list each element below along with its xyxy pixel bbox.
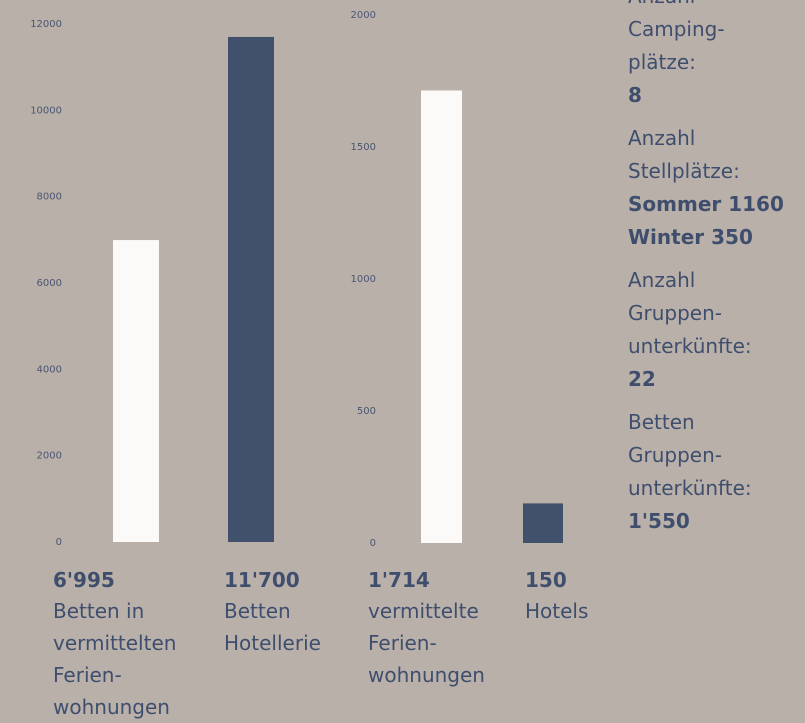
sidebar-item: Anzahl Gruppen- unterkünfte: 22 [628,264,805,396]
sidebar: Anzahl Camping- plätze: 8 Anzahl Stellplät… [628,0,805,548]
bar [421,90,462,543]
y-tick-label: 10000 [30,105,62,116]
sidebar-item: Anzahl Camping- plätze: 8 [628,0,805,112]
sidebar-label: Betten Gruppen- unterkünfte: [628,410,752,500]
sidebar-item: Anzahl Stellplätze: Sommer 1160 Winter 35… [628,122,805,254]
y-tick-label: 0 [370,538,376,549]
sidebar-value: 8 [628,83,642,107]
sidebar-value: 22 [628,367,656,391]
bar [113,240,159,542]
bar [228,36,274,542]
y-tick-label: 2000 [351,10,376,21]
y-tick-label: 6000 [37,278,62,289]
value-label: 1'714 [368,568,430,592]
y-tick-label: 0 [56,537,62,548]
category-label: vermittelte Ferien- wohnungen [368,599,485,687]
sidebar-label: Anzahl Gruppen- unterkünfte: [628,268,752,358]
value-label: 150 [525,568,567,592]
y-tick-label: 1000 [351,274,376,285]
category-label: Hotels [525,599,589,623]
sidebar-label: Anzahl Camping- plätze: [628,0,725,74]
sidebar-value: 1'550 [628,509,690,533]
y-tick-label: 8000 [37,192,62,203]
y-tick-label: 2000 [37,451,62,462]
sidebar-item: Betten Gruppen- unterkünfte: 1'550 [628,406,805,538]
category-label: Betten Hotellerie [224,599,321,655]
y-tick-label: 4000 [37,364,62,375]
y-tick-label: 1500 [351,142,376,153]
category-label: Betten in vermittelten Ferien- wohnungen [53,599,177,719]
value-label: 11'700 [224,568,300,592]
y-tick-label: 12000 [30,19,62,30]
bar [523,503,563,543]
value-label: 6'995 [53,568,115,592]
y-tick-label: 500 [357,406,376,417]
sidebar-label: Anzahl Stellplätze: [628,126,740,183]
sidebar-value: Sommer 1160 Winter 350 [628,192,784,249]
